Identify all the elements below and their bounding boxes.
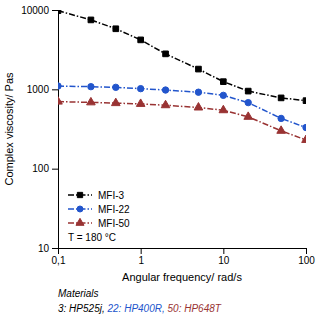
data-point [161, 100, 170, 107]
tick-mark [141, 248, 142, 254]
y-axis: 10 100 1000 10000 [21, 5, 58, 254]
data-point [87, 97, 96, 104]
axis-line [59, 249, 307, 255]
data-point [194, 103, 203, 110]
data-point [137, 85, 143, 91]
data-point [113, 84, 119, 90]
legend-symbol [77, 192, 82, 197]
legend-item: MFI-22 [68, 204, 130, 215]
footnote-part: 50: HP648T [168, 303, 222, 314]
tick-label: 1 [138, 255, 144, 266]
legend-symbol [76, 218, 84, 225]
tick-mark [52, 248, 58, 249]
marks [58, 10, 306, 142]
tick-mark [52, 10, 58, 11]
tick-mark [306, 248, 307, 254]
axis-line [52, 11, 59, 249]
data-point [245, 88, 251, 94]
tick: 10 [38, 243, 58, 254]
data-point [303, 98, 306, 104]
plot: 0,1 1 10 100 10 100 1000 10000 MFI-3 MFI-22 MFI-50… [21, 5, 315, 266]
tick-label: 0,1 [52, 255, 66, 266]
legend-label: MFI-22 [98, 204, 130, 215]
data-point [162, 87, 168, 93]
tick: 10000 [21, 5, 58, 16]
data-point [278, 95, 284, 101]
data-point [220, 92, 226, 98]
tick: 100 [32, 163, 58, 174]
data-point [196, 66, 202, 72]
tick: 0,1 [52, 248, 66, 266]
tick-mark [223, 248, 224, 254]
tick-mark [52, 89, 58, 90]
data-point [221, 79, 227, 85]
data-point [244, 112, 253, 119]
legend-item: MFI-50 [68, 218, 130, 229]
data-point [138, 37, 144, 43]
tick-mark [52, 169, 58, 170]
footnote-label: Materials [58, 288, 99, 299]
data-point [58, 10, 61, 14]
tick: 10 [218, 248, 230, 266]
legend-item: MFI-3 [68, 190, 125, 201]
data-point [88, 83, 94, 89]
data-point [163, 51, 169, 57]
legend-symbol [77, 206, 83, 212]
data-point [277, 126, 286, 133]
annotation: T = 180 °C [68, 232, 116, 243]
data-point [302, 135, 306, 142]
data-point [195, 89, 201, 95]
chart: 0,1 1 10 100 10 100 1000 10000 MFI-3 MFI-22 MFI-50… [0, 0, 320, 320]
data-point [58, 83, 61, 89]
tick: 1000 [27, 84, 58, 95]
data-point [136, 99, 145, 106]
data-point [88, 17, 94, 23]
data-point [111, 98, 120, 105]
x-axis-title: Angular frequency/ rad/s [122, 271, 242, 283]
data-point [303, 124, 306, 130]
series-line [58, 102, 306, 140]
footnote-part: 3: HP525j, [58, 303, 107, 314]
legend-label: MFI-3 [98, 190, 125, 201]
tick-label: 1000 [27, 84, 50, 95]
data-point [58, 97, 62, 104]
x-axis: 0,1 1 10 100 [52, 248, 316, 266]
tick-label: 100 [298, 255, 315, 266]
tick-label: 10 [38, 243, 50, 254]
footnote-part: 22: HP400R, [106, 303, 167, 314]
y-axis-title: Complex viscosity/ Pas [3, 72, 15, 186]
tick-label: 10000 [21, 5, 49, 16]
legend: MFI-3 MFI-22 MFI-50 T = 180 °C [68, 190, 130, 243]
data-point [245, 99, 251, 105]
legend-label: MFI-50 [98, 218, 130, 229]
tick: 100 [298, 248, 315, 266]
tick: 1 [138, 248, 144, 266]
data-point [219, 105, 228, 112]
data-point [113, 26, 119, 32]
data-point [278, 115, 284, 121]
footnote: 3: HP525j, 22: HP400R, 50: HP648T [58, 303, 222, 314]
tick-label: 100 [32, 163, 49, 174]
tick-label: 10 [218, 255, 230, 266]
